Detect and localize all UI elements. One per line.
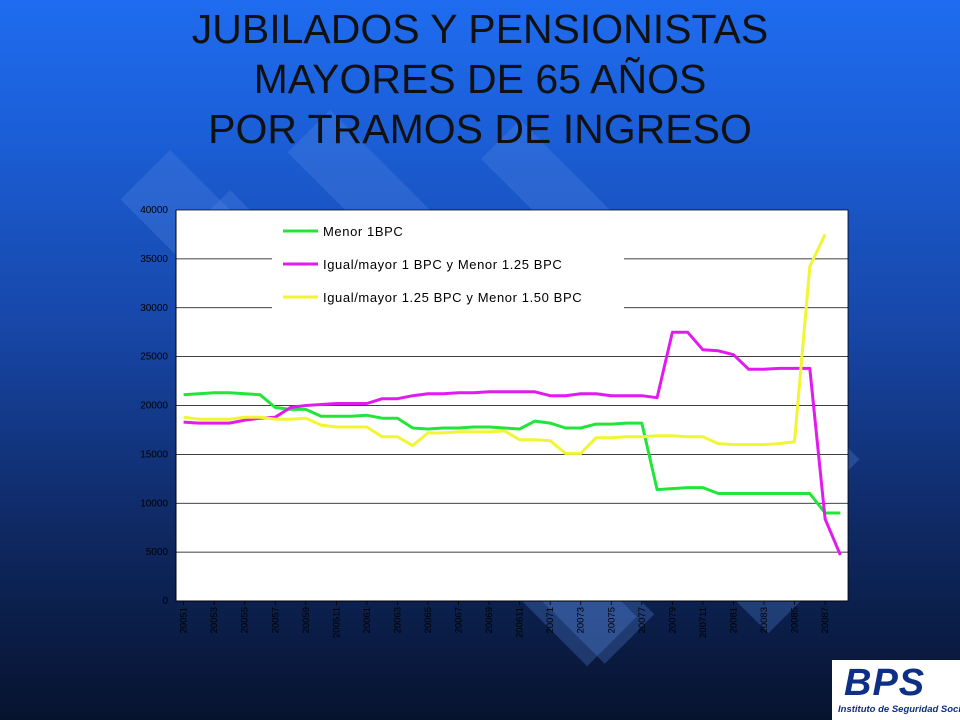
x-tick-label: 20077 xyxy=(637,607,648,633)
slide-title: JUBILADOS Y PENSIONISTAS MAYORES DE 65 A… xyxy=(0,4,960,154)
title-line-2: MAYORES DE 65 AÑOS xyxy=(253,56,707,102)
y-tick-label: 35000 xyxy=(140,254,168,265)
y-tick-label: 25000 xyxy=(140,352,168,363)
title-line-3: POR TRAMOS DE INGRESO xyxy=(208,106,752,152)
y-tick-labels: 0 5000 10000 15000 20000 25000 30000 35000 40000 xyxy=(140,205,168,607)
chart-axes xyxy=(175,210,849,605)
y-tick-label: 5000 xyxy=(146,547,169,558)
x-tick-label: 20061 xyxy=(362,607,373,633)
x-tick-label: 20085 xyxy=(790,607,801,633)
chart-legend: Menor 1BPC Igual/mayor 1 BPC y Menor 1.25… xyxy=(272,215,624,310)
y-tick-label: 15000 xyxy=(140,449,168,460)
legend-box xyxy=(272,215,624,310)
y-tick-label: 20000 xyxy=(140,401,168,412)
x-tick-label: 20057 xyxy=(270,607,281,633)
x-tick-label: 20087 xyxy=(820,607,831,633)
x-tick-label: 20071 xyxy=(545,607,556,633)
x-tick-label: 20067 xyxy=(454,607,465,633)
bps-logo-subtitle: Instituto de Seguridad Social xyxy=(838,704,960,715)
x-tick-label: 20059 xyxy=(301,607,312,633)
x-tick-label: 20073 xyxy=(576,607,587,633)
x-tick-labels: 20051 20053 20055 20057 20059 200511 20061 2006… xyxy=(179,607,831,638)
y-tick-label: 0 xyxy=(162,596,168,607)
x-tick-label: 20053 xyxy=(209,607,220,633)
x-tick-label: 20079 xyxy=(667,607,678,633)
legend-label: Igual/mayor 1.25 BPC y Menor 1.50 BPC xyxy=(323,290,582,305)
x-tick-label: 200711 xyxy=(698,607,709,638)
title-line-1: JUBILADOS Y PENSIONISTAS xyxy=(191,6,769,52)
series-line-3 xyxy=(183,233,827,455)
x-tick-label: 20083 xyxy=(759,607,770,633)
x-tick-label: 20051 xyxy=(179,607,190,633)
legend-label: Igual/mayor 1 BPC y Menor 1.25 BPC xyxy=(323,257,562,272)
x-tick-label: 20065 xyxy=(423,607,434,633)
x-tick-label: 200611 xyxy=(515,607,526,638)
legend-label: Menor 1BPC xyxy=(323,224,403,239)
x-tick-label: 20063 xyxy=(392,607,403,633)
series-lines xyxy=(183,233,842,556)
x-tick-label: 20055 xyxy=(240,607,251,633)
bps-logo: BPS Instituto de Seguridad Social xyxy=(832,660,960,720)
x-tick-label: 20081 xyxy=(728,607,739,633)
y-tick-label: 40000 xyxy=(140,205,168,216)
series-line-1 xyxy=(183,391,841,515)
y-tick-label: 30000 xyxy=(140,303,168,314)
x-tick-label: 20069 xyxy=(484,607,495,633)
series-line-2 xyxy=(183,330,842,556)
x-tick-label: 20075 xyxy=(606,607,617,633)
bps-logo-text: BPS xyxy=(844,662,926,704)
y-tick-label: 10000 xyxy=(140,498,168,509)
x-tick-label: 200511 xyxy=(331,607,342,638)
